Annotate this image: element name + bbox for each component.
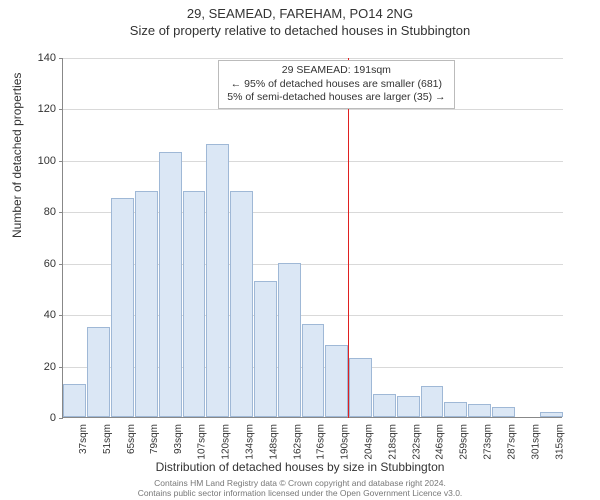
x-axis-label: Distribution of detached houses by size … bbox=[0, 460, 600, 474]
marker-line bbox=[348, 58, 349, 418]
histogram-bar bbox=[540, 412, 563, 417]
ytick-label: 20 bbox=[26, 361, 56, 373]
ytick-mark bbox=[59, 161, 63, 162]
footer-line1: Contains HM Land Registry data © Crown c… bbox=[154, 478, 446, 488]
histogram-bar bbox=[183, 191, 206, 417]
histogram-bar bbox=[230, 191, 253, 417]
histogram-bar bbox=[63, 384, 86, 417]
histogram-bar bbox=[111, 198, 134, 417]
ytick-mark bbox=[59, 315, 63, 316]
footer-attribution: Contains HM Land Registry data © Crown c… bbox=[0, 478, 600, 498]
histogram-bar bbox=[492, 407, 515, 417]
histogram-bar bbox=[87, 327, 110, 417]
info-box-line3: 5% of semi-detached houses are larger (3… bbox=[227, 91, 445, 105]
page-title-line2: Size of property relative to detached ho… bbox=[0, 23, 600, 38]
histogram-bar bbox=[206, 144, 229, 417]
ytick-label: 60 bbox=[26, 258, 56, 270]
ytick-label: 80 bbox=[26, 206, 56, 218]
histogram-bar bbox=[373, 394, 396, 417]
histogram-bar bbox=[444, 402, 467, 417]
gridline bbox=[63, 161, 563, 162]
histogram-bar bbox=[421, 386, 444, 417]
histogram-bar bbox=[397, 396, 420, 417]
ytick-mark bbox=[59, 418, 63, 419]
ytick-label: 140 bbox=[26, 52, 56, 64]
histogram-bar bbox=[135, 191, 158, 417]
info-box-line2: ← 95% of detached houses are smaller (68… bbox=[227, 78, 445, 92]
histogram-bar bbox=[468, 404, 491, 417]
ytick-mark bbox=[59, 367, 63, 368]
ytick-label: 120 bbox=[26, 103, 56, 115]
info-box-line1: 29 SEAMEAD: 191sqm bbox=[227, 64, 445, 78]
ytick-mark bbox=[59, 264, 63, 265]
histogram-bar bbox=[159, 152, 182, 417]
y-axis-label: Number of detached properties bbox=[10, 73, 24, 238]
info-box: 29 SEAMEAD: 191sqm← 95% of detached hous… bbox=[218, 60, 454, 109]
histogram-bar bbox=[325, 345, 348, 417]
histogram-bar bbox=[278, 263, 301, 417]
gridline bbox=[63, 58, 563, 59]
histogram-bar bbox=[349, 358, 372, 417]
page-title-line1: 29, SEAMEAD, FAREHAM, PO14 2NG bbox=[0, 6, 600, 21]
ytick-label: 0 bbox=[26, 412, 56, 424]
histogram-bar bbox=[254, 281, 277, 417]
ytick-mark bbox=[59, 212, 63, 213]
footer-line2: Contains public sector information licen… bbox=[138, 488, 463, 498]
ytick-mark bbox=[59, 109, 63, 110]
gridline bbox=[63, 109, 563, 110]
histogram-bar bbox=[302, 324, 325, 417]
ytick-label: 40 bbox=[26, 309, 56, 321]
ytick-label: 100 bbox=[26, 155, 56, 167]
chart-plot-area: 37sqm51sqm65sqm79sqm93sqm107sqm120sqm134… bbox=[62, 58, 562, 418]
ytick-mark bbox=[59, 58, 63, 59]
